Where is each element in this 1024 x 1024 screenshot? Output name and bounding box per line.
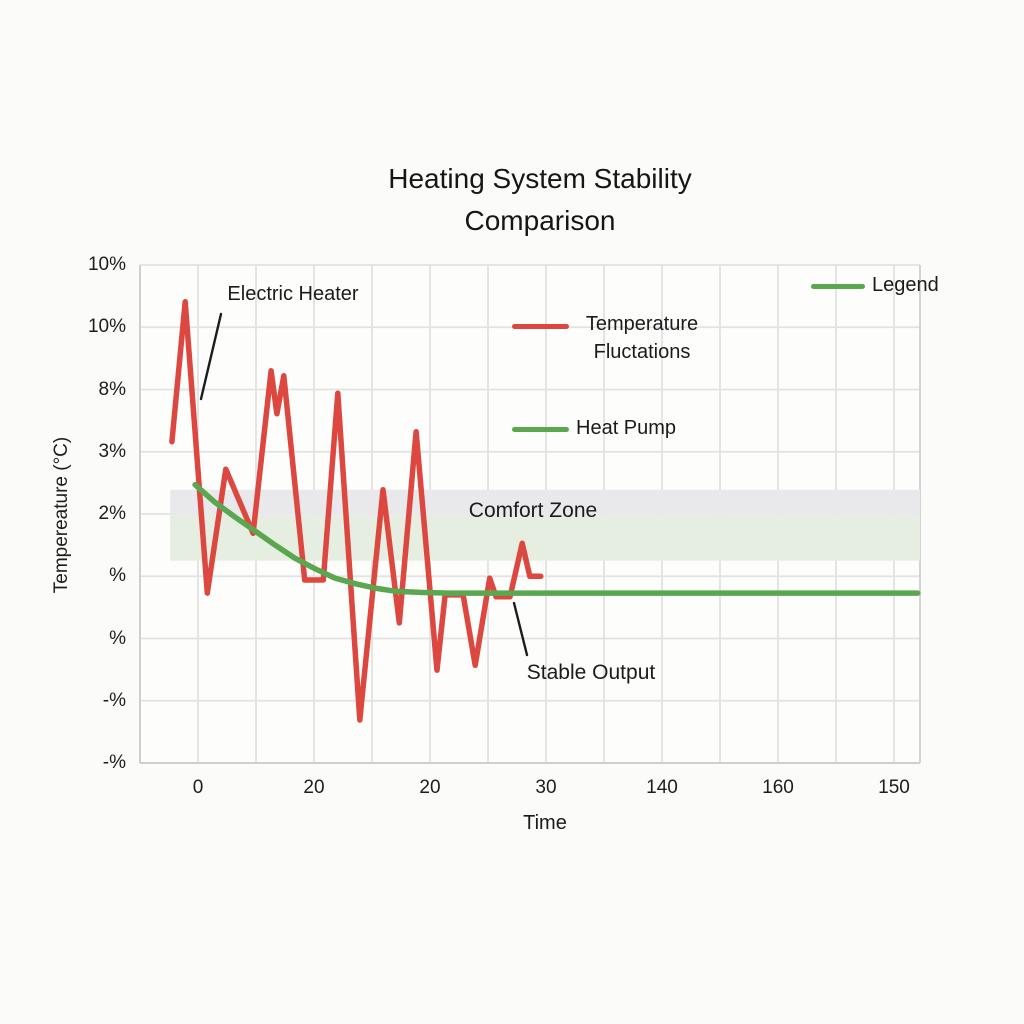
y-tick-label: -%: [102, 752, 126, 773]
temperature-fluctuations-label-line1: Temperature: [585, 313, 699, 335]
comfort-zone-band-lower: [170, 515, 921, 561]
heat-pump-label: Heat Pump: [576, 417, 677, 439]
legend-title: Legend: [872, 274, 939, 296]
y-tick-label: 8%: [98, 379, 126, 400]
x-axis-title: Time: [523, 812, 567, 834]
x-tick-label: 0: [192, 777, 204, 798]
chart-title-line1: Heating System Stability: [388, 163, 692, 194]
comfort-zone-annotation: Comfort Zone: [468, 499, 598, 522]
stable-output-annotation: Stable Output: [526, 661, 656, 684]
y-tick-label: -%: [102, 690, 126, 711]
x-tick-label: 160: [762, 777, 794, 798]
electric-heater-leader-line: [199, 312, 223, 401]
legend-line-swatch: [811, 284, 865, 289]
temperature-fluctuations-line: [169, 298, 544, 723]
y-tick-label: 2%: [98, 503, 126, 524]
y-axis-title: Tempereature (°C): [51, 436, 72, 594]
y-tick-label: %: [109, 565, 126, 586]
electric-heater-annotation: Electric Heater: [227, 283, 359, 305]
y-tick-label: %: [109, 628, 126, 649]
y-tick-label: 10%: [87, 316, 126, 337]
y-tick-label: 3%: [98, 441, 126, 462]
x-tick-label: 140: [646, 777, 678, 798]
heat-pump-line: [192, 481, 921, 596]
x-tick-label: 20: [419, 777, 441, 798]
x-tick-label: 150: [878, 777, 910, 798]
temperature-fluctuations-swatch: [512, 324, 569, 329]
x-tick-label: 30: [535, 777, 557, 798]
chart-title-line2: Comparison: [464, 205, 616, 236]
x-tick-label: 20: [303, 777, 325, 798]
temperature-fluctuations-label-line2: Fluctations: [593, 341, 691, 363]
y-tick-label: 10%: [87, 254, 126, 275]
stable-output-leader-line: [512, 601, 529, 657]
heat-pump-swatch: [512, 427, 569, 432]
